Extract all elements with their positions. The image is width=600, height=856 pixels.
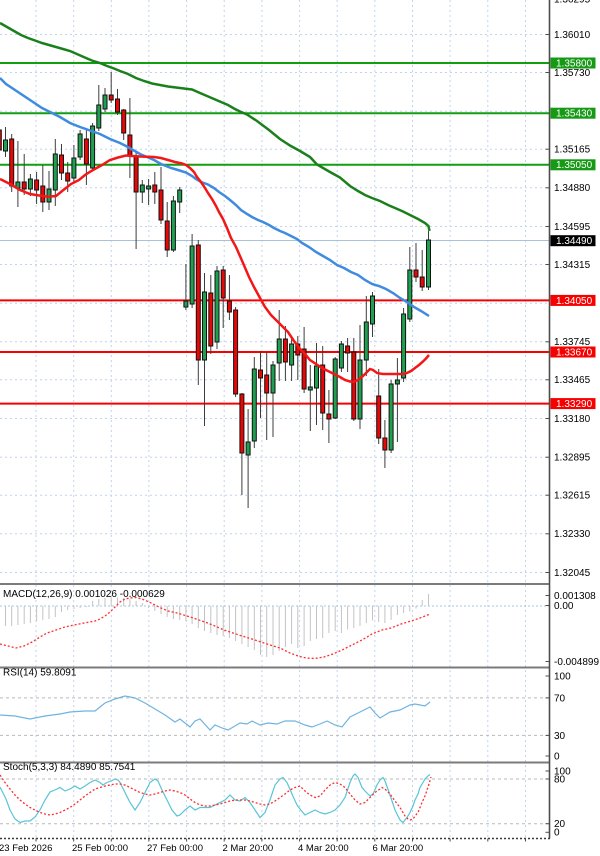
svg-text:6 Mar 20:00: 6 Mar 20:00 bbox=[373, 843, 424, 854]
svg-text:80: 80 bbox=[554, 774, 566, 785]
svg-text:MACD(12,26,9) 0.001026 -0.0006: MACD(12,26,9) 0.001026 -0.000629 bbox=[3, 589, 165, 600]
svg-text:1.33670: 1.33670 bbox=[556, 347, 593, 358]
svg-text:100: 100 bbox=[554, 766, 571, 777]
svg-text:23 Feb 2026: 23 Feb 2026 bbox=[0, 843, 52, 854]
svg-text:30: 30 bbox=[554, 731, 566, 742]
svg-text:1.34595: 1.34595 bbox=[554, 222, 591, 233]
svg-text:1.33180: 1.33180 bbox=[554, 414, 591, 425]
svg-text:1.33290: 1.33290 bbox=[556, 399, 593, 410]
svg-text:0: 0 bbox=[554, 751, 560, 762]
svg-text:1.35050: 1.35050 bbox=[556, 160, 593, 171]
svg-text:Stoch(5,3,3) 84.4890 85.7541: Stoch(5,3,3) 84.4890 85.7541 bbox=[3, 762, 136, 773]
svg-text:0.00: 0.00 bbox=[554, 601, 574, 612]
svg-text:1.34880: 1.34880 bbox=[554, 183, 591, 194]
svg-text:100: 100 bbox=[554, 671, 571, 682]
svg-text:4 Mar 20:00: 4 Mar 20:00 bbox=[298, 843, 349, 854]
svg-text:RSI(14) 59.8091: RSI(14) 59.8091 bbox=[3, 668, 77, 679]
svg-text:1.32045: 1.32045 bbox=[554, 568, 591, 579]
svg-text:1.34315: 1.34315 bbox=[554, 260, 591, 271]
svg-text:1.34490: 1.34490 bbox=[556, 236, 593, 247]
svg-text:1.35730: 1.35730 bbox=[554, 68, 591, 79]
svg-text:25 Feb 00:00: 25 Feb 00:00 bbox=[72, 843, 128, 854]
svg-text:1.35430: 1.35430 bbox=[556, 109, 593, 120]
svg-text:1.36010: 1.36010 bbox=[554, 30, 591, 41]
svg-text:-0.004899: -0.004899 bbox=[554, 657, 599, 668]
svg-text:1.33745: 1.33745 bbox=[554, 337, 591, 348]
svg-text:1.32615: 1.32615 bbox=[554, 491, 591, 502]
svg-text:1.34050: 1.34050 bbox=[556, 296, 593, 307]
svg-text:1.32330: 1.32330 bbox=[554, 529, 591, 540]
svg-text:0.001308: 0.001308 bbox=[554, 591, 596, 602]
svg-text:1.32895: 1.32895 bbox=[554, 453, 591, 464]
svg-text:1.35800: 1.35800 bbox=[556, 58, 593, 69]
svg-text:2 Mar 20:00: 2 Mar 20:00 bbox=[223, 843, 274, 854]
svg-text:1.36295: 1.36295 bbox=[554, 0, 591, 6]
svg-text:27 Feb 00:00: 27 Feb 00:00 bbox=[147, 843, 203, 854]
svg-text:70: 70 bbox=[554, 693, 566, 704]
svg-text:0: 0 bbox=[554, 828, 560, 839]
svg-text:1.33465: 1.33465 bbox=[554, 375, 591, 386]
svg-text:1.35165: 1.35165 bbox=[554, 145, 591, 156]
svg-text:20: 20 bbox=[554, 819, 566, 830]
